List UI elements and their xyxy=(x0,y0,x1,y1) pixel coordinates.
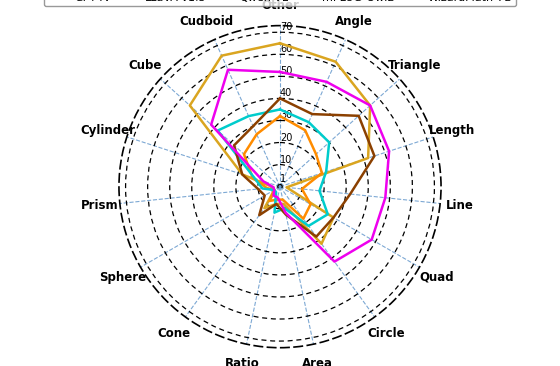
Legend: GPT4V, LLaVA-v1.5, Qwen-VL, mPLUG-Owl2, WizardMath-7B: GPT4V, LLaVA-v1.5, Qwen-VL, mPLUG-Owl2, … xyxy=(44,0,516,6)
